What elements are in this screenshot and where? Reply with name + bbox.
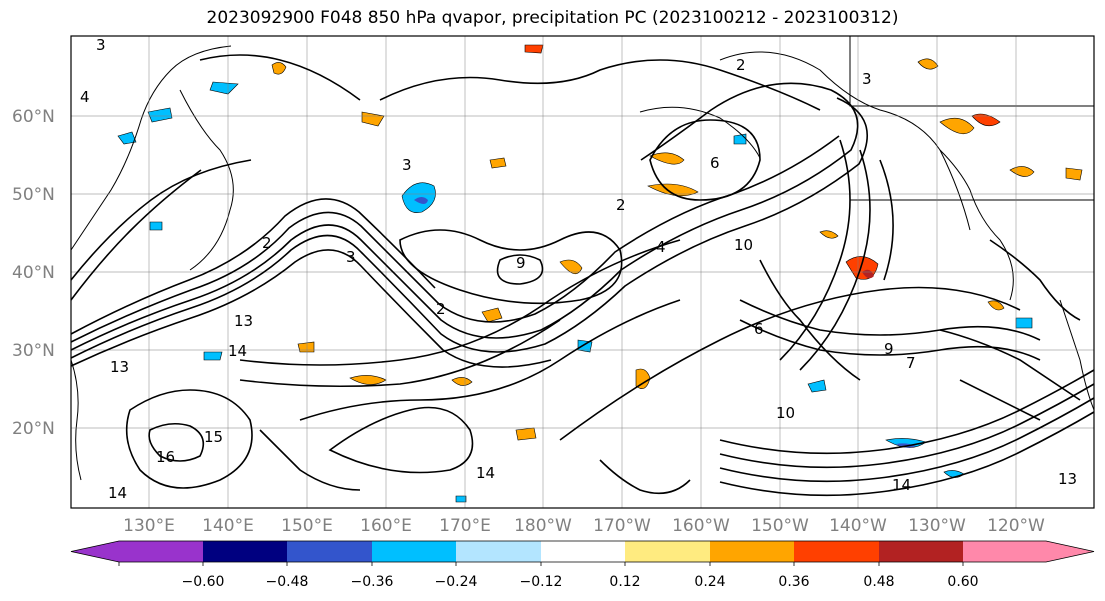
contour-label: 3: [346, 248, 356, 266]
contour-label: 4: [80, 88, 90, 106]
colorbar-swatch: [625, 541, 710, 562]
lat-label-60n: 60°N: [12, 107, 55, 127]
colorbar-swatches: [70, 540, 1095, 566]
colorbar-tick-label: 0.36: [778, 574, 809, 590]
contour-label: 15: [204, 428, 223, 446]
lon-label: 150°W: [751, 516, 809, 536]
colorbar-swatch: [963, 541, 1046, 562]
lat-label-40n: 40°N: [12, 263, 55, 283]
map-title: 2023092900 F048 850 hPa qvapor, precipit…: [206, 8, 899, 28]
contour-label: 3: [402, 156, 412, 174]
contour-label: 14: [476, 464, 495, 482]
colorbar-swatch: [710, 541, 794, 562]
contour-label: 14: [228, 342, 247, 360]
contour-label: 9: [884, 340, 894, 358]
contour-label: 2: [262, 234, 272, 252]
qvapor-contours: [70, 54, 1095, 497]
colorbar-swatch: [879, 541, 963, 562]
lon-label: 180°W: [514, 516, 572, 536]
colorbar-swatch: [456, 541, 541, 562]
longitude-labels: 130°E 140°E 150°E 160°E 170°E 180°W 170°…: [123, 516, 1045, 536]
lon-label: 170°E: [439, 516, 491, 536]
contour-label: 7: [906, 354, 916, 372]
colorbar: −0.60 −0.48 −0.36 −0.24 −0.12 0.12 0.24 …: [70, 540, 1095, 590]
latitude-labels: 60°N 50°N 40°N 30°N 20°N: [12, 107, 55, 439]
contour-label: 10: [776, 404, 795, 422]
contour-label: 3: [862, 70, 872, 88]
lon-label: 140°E: [202, 516, 254, 536]
colorbar-swatch: [119, 541, 203, 562]
lon-label: 130°W: [908, 516, 966, 536]
colorbar-tick-label: 0.12: [609, 574, 640, 590]
contour-label: 2: [436, 300, 446, 318]
contour-labels: 3 2 4 3 6 2 3 2 4 10 2 9 13 14 15 16 14 …: [80, 36, 1077, 502]
contour-label: 13: [110, 358, 129, 376]
contour-label: 2: [736, 56, 746, 74]
contour-label: 6: [710, 154, 720, 172]
contour-label: 9: [516, 254, 526, 272]
contour-label: 14: [108, 484, 127, 502]
contour-label: 14: [892, 476, 911, 494]
contour-label: 3: [96, 36, 106, 54]
colorbar-swatch: [71, 541, 119, 562]
colorbar-tick-labels: −0.60 −0.48 −0.36 −0.24 −0.12 0.12 0.24 …: [182, 574, 979, 590]
colorbar-swatch: [541, 541, 625, 562]
lon-label: 130°E: [123, 516, 175, 536]
lon-label: 160°E: [360, 516, 412, 536]
contour-label: 6: [754, 320, 764, 338]
colorbar-tick-label: 0.60: [947, 574, 978, 590]
colorbar-swatch: [1046, 541, 1094, 562]
colorbar-tick-label: 0.24: [694, 574, 725, 590]
lon-label: 150°E: [281, 516, 333, 536]
lat-label-30n: 30°N: [12, 341, 55, 361]
colorbar-tick-label: 0.48: [863, 574, 894, 590]
coastlines: [70, 36, 1095, 481]
colorbar-tick-label: −0.60: [182, 574, 225, 590]
lon-label: 160°W: [672, 516, 730, 536]
colorbar-swatch: [794, 541, 879, 562]
lat-label-50n: 50°N: [12, 185, 55, 205]
precip-patches: [117, 44, 1083, 503]
lon-label: 170°W: [593, 516, 651, 536]
lon-label: 140°W: [829, 516, 887, 536]
colorbar-tick-label: −0.12: [520, 574, 563, 590]
colorbar-tick-label: −0.36: [351, 574, 394, 590]
contour-label: 16: [156, 448, 175, 466]
map-panel: [70, 35, 1095, 509]
colorbar-swatch: [287, 541, 372, 562]
lon-label: 120°W: [987, 516, 1045, 536]
contour-label: 2: [616, 196, 626, 214]
colorbar-swatch: [372, 541, 456, 562]
contour-label: 13: [1058, 470, 1077, 488]
lat-label-20n: 20°N: [12, 419, 55, 439]
contour-label: 13: [234, 312, 253, 330]
map-frame: [70, 35, 1095, 509]
gridlines: [71, 36, 1094, 508]
colorbar-tick-label: −0.24: [435, 574, 478, 590]
colorbar-swatch: [203, 541, 287, 562]
contour-label: 10: [734, 236, 753, 254]
contour-label: 4: [656, 238, 666, 256]
colorbar-tick-label: −0.48: [266, 574, 309, 590]
